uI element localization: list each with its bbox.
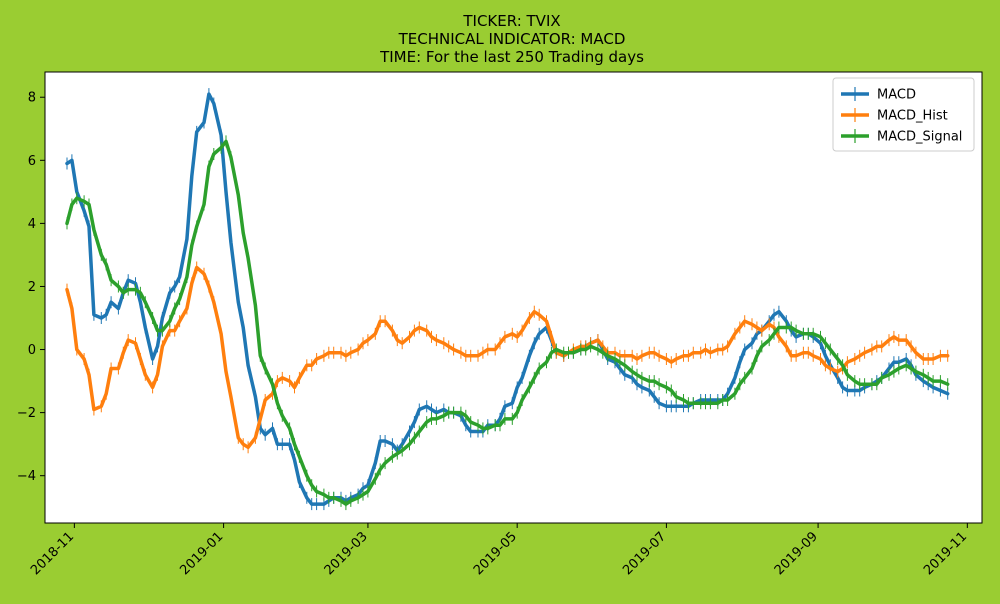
title-line-3: TIME: For the last 250 Trading days (379, 48, 644, 66)
x-tick-label: 2018-11 (28, 529, 77, 578)
x-tick-label: 2019-03 (322, 529, 371, 578)
y-tick-label: 2 (28, 280, 36, 295)
x-tick-label: 2019-07 (620, 529, 669, 578)
legend-label: MACD_Signal (877, 130, 962, 145)
legend-label: MACD_Hist (877, 109, 948, 124)
x-axis: 2018-11 2019-01 2019-03 2019-05 2019-07 2019-… (28, 523, 970, 578)
y-tick-label: −4 (17, 469, 36, 484)
plot-frame (44, 71, 983, 524)
y-tick-label: 0 (28, 343, 36, 358)
series-macd-signal (65, 135, 950, 511)
legend-item: MACD (841, 87, 916, 103)
y-tick-label: 8 (28, 91, 36, 106)
series-macd-hist (65, 261, 950, 454)
y-tick-label: −2 (17, 406, 36, 421)
title-line-2: TECHNICAL INDICATOR: MACD (398, 30, 626, 48)
x-tick-label: 2019-09 (772, 529, 821, 578)
plot-area (45, 72, 982, 523)
legend-box (832, 77, 975, 152)
legend-item: MACD_Signal (841, 129, 962, 145)
series-layer (65, 88, 950, 511)
x-tick-label: 2019-01 (177, 529, 226, 578)
chart-title: TICKER: TVIX TECHNICAL INDICATOR: MACD T… (379, 12, 644, 66)
legend-item: MACD_Hist (841, 108, 948, 124)
legend-label: MACD (877, 88, 916, 103)
legend: MACD MACD_Hist MACD_Signal (832, 77, 975, 152)
x-tick-label: 2019-11 (921, 529, 970, 578)
title-line-1: TICKER: TVIX (462, 12, 560, 30)
y-tick-label: 4 (28, 217, 36, 232)
x-tick-label: 2019-05 (471, 529, 520, 578)
y-tick-label: 6 (28, 154, 36, 169)
y-axis: 8 6 4 2 0 −2 −4 (17, 91, 45, 484)
